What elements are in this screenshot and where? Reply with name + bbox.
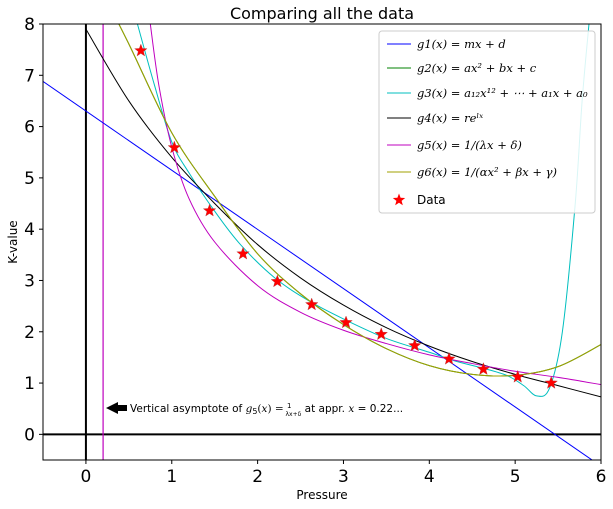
- legend-label: Data: [417, 193, 446, 207]
- legend-label: g5(x) = 1/(λx + δ): [417, 138, 522, 152]
- y-tick-label: 8: [24, 15, 35, 35]
- x-tick-label: 4: [424, 467, 435, 487]
- chart-title: Comparing all the data: [230, 4, 414, 23]
- data-point: [442, 351, 456, 365]
- legend-label: g4(x) = reˡˣ: [417, 111, 483, 125]
- data-point: [407, 338, 422, 352]
- axis-ticks: 0 1 2 3 4 5 6 0 1 2 3 4 5 6 7 8: [24, 15, 606, 487]
- legend-label: g2(x) = ax² + bx + c: [417, 61, 537, 75]
- y-tick-label: 3: [24, 271, 35, 291]
- plot-frame: [42, 23, 602, 461]
- series-line-4: [85, 28, 601, 398]
- data-point: [167, 140, 182, 154]
- annotation-arrow-icon: [106, 402, 127, 414]
- x-tick-label: 5: [510, 467, 521, 487]
- legend: g1(x) = mx + d g2(x) = ax² + bx + c g3(x) …: [378, 30, 596, 214]
- data-point: [374, 327, 388, 341]
- data-point: [134, 43, 148, 57]
- asymptote-annotation: Vertical asymptote of g5(x) = 1 λx+δ at a…: [106, 402, 403, 418]
- data-point: [202, 203, 217, 217]
- legend-label: g1(x) = mx + d: [417, 37, 506, 51]
- series-line-5: [149, 24, 601, 386]
- y-tick-label: 4: [24, 220, 35, 240]
- x-tick-label: 0: [81, 467, 92, 487]
- series-line-3: [136, 24, 590, 397]
- x-tick-label: 3: [338, 467, 349, 487]
- x-tick-label: 2: [252, 467, 263, 487]
- series-line-1: [43, 81, 593, 460]
- y-axis-title: K-value: [6, 220, 20, 263]
- y-tick-label: 2: [24, 323, 35, 343]
- x-axis-title: Pressure: [296, 488, 347, 502]
- y-tick-label: 7: [24, 66, 35, 86]
- plot-area: [43, 24, 601, 460]
- y-tick-label: 1: [24, 374, 35, 394]
- plot-clip-group: [43, 24, 601, 460]
- data-point: [511, 369, 525, 383]
- legend-box: [378, 30, 596, 214]
- data-point: [476, 362, 491, 375]
- x-tick-label: 1: [166, 467, 177, 487]
- data-point: [304, 297, 319, 311]
- y-tick-label: 6: [24, 118, 35, 138]
- data-point: [270, 274, 285, 288]
- legend-label: g3(x) = a₁₂x¹² + ⋯ + a₁x + a₀: [417, 86, 588, 100]
- y-tick-label: 0: [24, 425, 35, 445]
- data-point: [544, 375, 558, 389]
- y-tick-label: 5: [24, 169, 35, 189]
- legend-label: g6(x) = 1/(αx² + βx + γ): [417, 165, 557, 179]
- data-point: [339, 315, 353, 329]
- data-point: [236, 246, 250, 260]
- legend-swatch-star: [392, 193, 406, 206]
- x-tick-label: 6: [596, 467, 607, 487]
- annotation-text: Vertical asymptote of g5(x) = 1 λx+δ at a…: [130, 402, 403, 418]
